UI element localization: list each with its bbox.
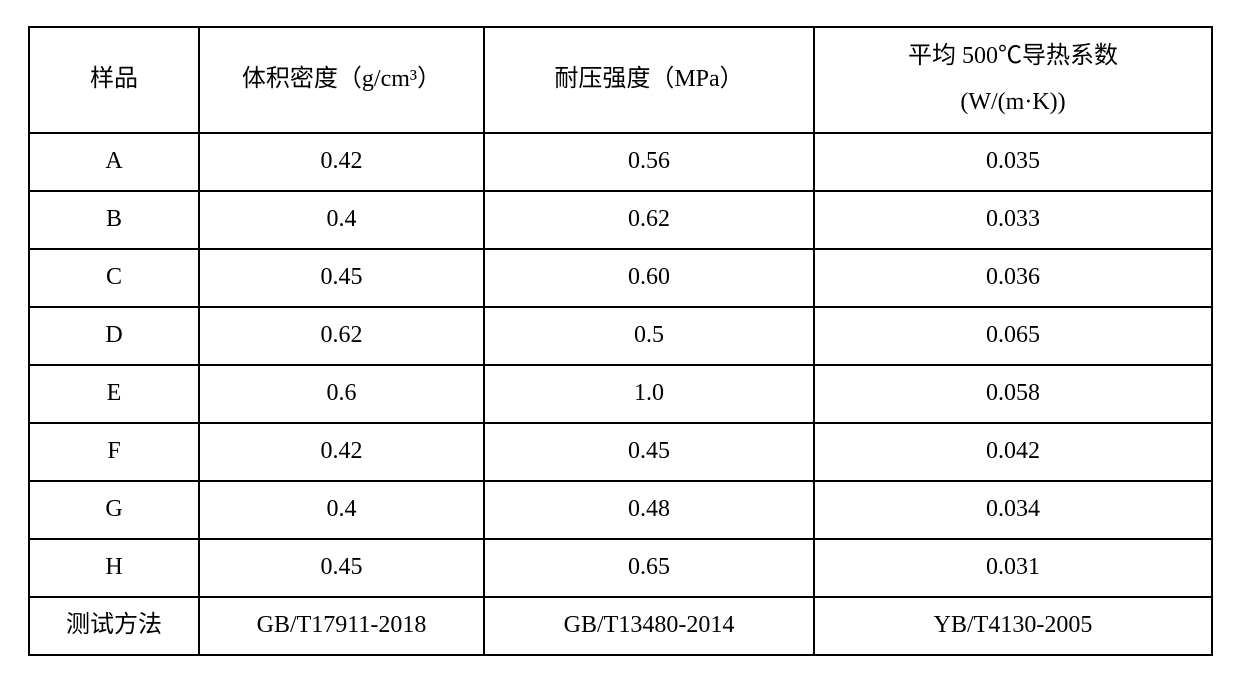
col-header-density-text: 体积密度（g/cm³）	[242, 66, 441, 92]
table-cell: GB/T13480-2014	[484, 597, 814, 655]
table-cell: 0.031	[814, 539, 1212, 597]
col-header-compressive-text: 耐压强度（MPa）	[554, 66, 743, 92]
materials-properties-table: 样品 体积密度（g/cm³） 耐压强度（MPa） 平均 500℃导热系数 (W/…	[28, 26, 1213, 656]
col-header-sample-text: 样品	[90, 66, 138, 92]
table-row: E0.61.00.058	[29, 365, 1212, 423]
table-row: G0.40.480.034	[29, 481, 1212, 539]
table-row: 测试方法GB/T17911-2018GB/T13480-2014YB/T4130…	[29, 597, 1212, 655]
table-cell: 0.035	[814, 133, 1212, 191]
table-cell: 0.62	[484, 191, 814, 249]
col-header-thermal-line1: 平均 500℃导热系数	[908, 40, 1118, 74]
table-cell: GB/T17911-2018	[199, 597, 484, 655]
table-cell: 0.065	[814, 307, 1212, 365]
table-cell: F	[29, 423, 199, 481]
table-row: H0.450.650.031	[29, 539, 1212, 597]
table-cell: 0.058	[814, 365, 1212, 423]
table-cell: 0.5	[484, 307, 814, 365]
table-row: B0.40.620.033	[29, 191, 1212, 249]
col-header-sample: 样品	[29, 27, 199, 133]
table-cell: YB/T4130-2005	[814, 597, 1212, 655]
table-cell: A	[29, 133, 199, 191]
table-cell: 0.6	[199, 365, 484, 423]
table-cell: 测试方法	[29, 597, 199, 655]
table-cell: 1.0	[484, 365, 814, 423]
table-cell: 0.56	[484, 133, 814, 191]
table-cell: G	[29, 481, 199, 539]
table-cell: 0.033	[814, 191, 1212, 249]
col-header-thermal-line2: (W/(m·K))	[960, 86, 1065, 120]
table-cell: 0.45	[199, 539, 484, 597]
table-cell: E	[29, 365, 199, 423]
table-cell: H	[29, 539, 199, 597]
table-cell: 0.62	[199, 307, 484, 365]
table-cell: D	[29, 307, 199, 365]
table-row: C0.450.600.036	[29, 249, 1212, 307]
table-cell: 0.4	[199, 191, 484, 249]
table-cell: 0.48	[484, 481, 814, 539]
table-row: D0.620.50.065	[29, 307, 1212, 365]
table-cell: 0.65	[484, 539, 814, 597]
table-header-row: 样品 体积密度（g/cm³） 耐压强度（MPa） 平均 500℃导热系数 (W/…	[29, 27, 1212, 133]
table-row: F0.420.450.042	[29, 423, 1212, 481]
table-cell: B	[29, 191, 199, 249]
table-cell: 0.45	[199, 249, 484, 307]
table-cell: 0.036	[814, 249, 1212, 307]
table-row: A0.420.560.035	[29, 133, 1212, 191]
table-cell: 0.034	[814, 481, 1212, 539]
table-cell: 0.42	[199, 133, 484, 191]
col-header-density: 体积密度（g/cm³）	[199, 27, 484, 133]
table-cell: 0.4	[199, 481, 484, 539]
table-cell: 0.042	[814, 423, 1212, 481]
table-cell: 0.60	[484, 249, 814, 307]
table-cell: 0.42	[199, 423, 484, 481]
table-body: A0.420.560.035B0.40.620.033C0.450.600.03…	[29, 133, 1212, 655]
table-cell: 0.45	[484, 423, 814, 481]
col-header-thermal: 平均 500℃导热系数 (W/(m·K))	[814, 27, 1212, 133]
table-cell: C	[29, 249, 199, 307]
col-header-compressive: 耐压强度（MPa）	[484, 27, 814, 133]
